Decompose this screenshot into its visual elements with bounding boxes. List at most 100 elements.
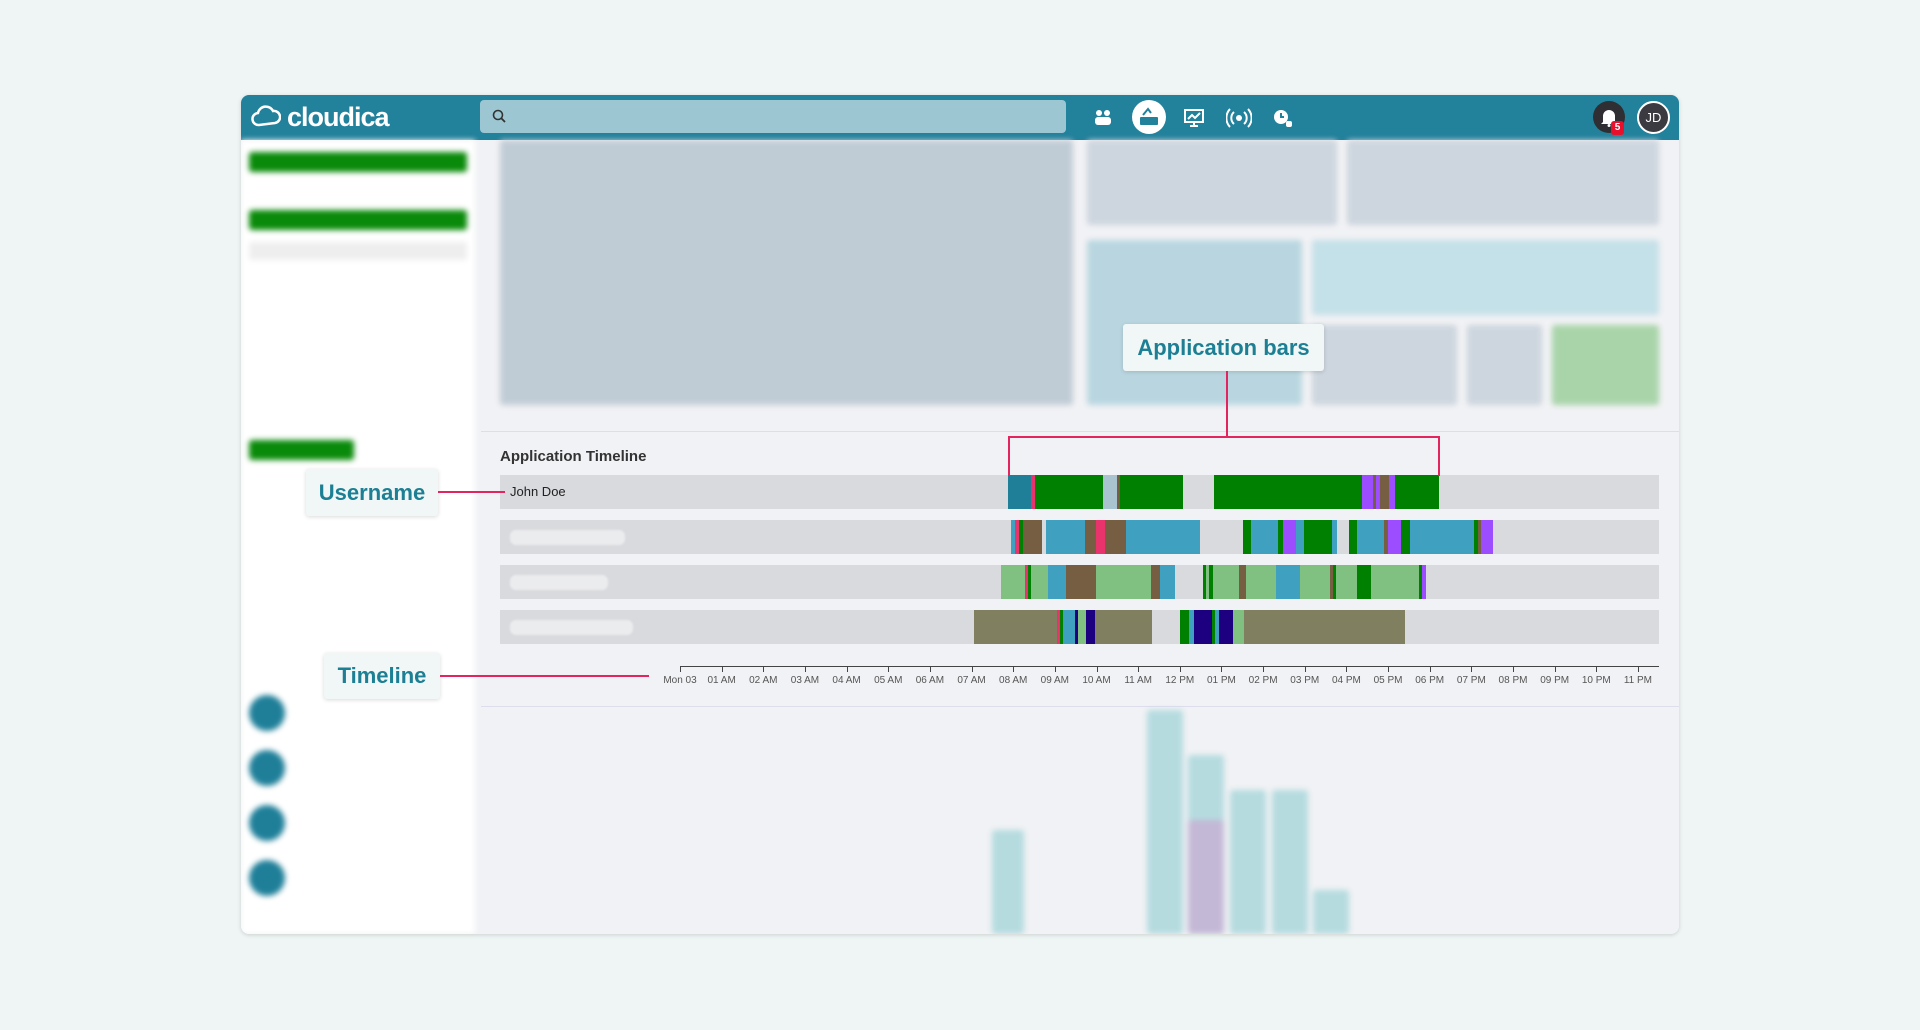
application-bar[interactable]	[1102, 475, 1117, 509]
application-bar[interactable]	[1212, 610, 1216, 644]
application-bar[interactable]	[1047, 565, 1066, 599]
application-bar[interactable]	[1125, 520, 1200, 554]
annotation-line	[438, 491, 505, 493]
application-bar[interactable]	[1418, 565, 1423, 599]
cloud-logo-icon	[251, 105, 281, 127]
application-bar[interactable]	[1063, 610, 1075, 644]
application-bar[interactable]	[1095, 610, 1153, 644]
application-bar[interactable]	[1277, 520, 1283, 554]
application-bar[interactable]	[1151, 565, 1160, 599]
application-bar[interactable]	[1481, 520, 1493, 554]
application-bar[interactable]	[1095, 565, 1152, 599]
axis-tick	[721, 666, 723, 672]
application-bar[interactable]	[1001, 565, 1025, 599]
application-bar[interactable]	[1401, 520, 1411, 554]
user-clock-icon[interactable]	[1269, 104, 1297, 132]
application-bar[interactable]	[1027, 565, 1031, 599]
application-bar[interactable]	[1202, 565, 1207, 599]
axis-tick	[1388, 666, 1390, 672]
application-bar[interactable]	[1388, 520, 1402, 554]
application-bar[interactable]	[1299, 565, 1330, 599]
application-bar[interactable]	[1035, 475, 1103, 509]
application-bar[interactable]	[1215, 610, 1219, 644]
search-input[interactable]	[480, 100, 1066, 133]
broadcast-icon[interactable]	[1225, 104, 1253, 132]
application-bar[interactable]	[1335, 565, 1357, 599]
keyboard-activity-icon[interactable]	[1132, 100, 1166, 134]
application-bar[interactable]	[1244, 610, 1405, 644]
application-bar[interactable]	[1213, 565, 1240, 599]
application-bar[interactable]	[1095, 520, 1105, 554]
application-bar[interactable]	[1356, 520, 1384, 554]
logo[interactable]: cloudica	[251, 101, 390, 133]
application-bar[interactable]	[1159, 565, 1175, 599]
monitor-chart-icon[interactable]	[1180, 104, 1208, 132]
application-bar[interactable]	[1030, 475, 1036, 509]
application-bar[interactable]	[1014, 520, 1020, 554]
application-bar[interactable]	[1331, 520, 1338, 554]
application-bar[interactable]	[1349, 520, 1357, 554]
application-bar[interactable]	[1116, 475, 1121, 509]
application-bar[interactable]	[1030, 565, 1048, 599]
application-bar[interactable]	[1275, 565, 1300, 599]
application-bar[interactable]	[1019, 520, 1023, 554]
application-bar[interactable]	[1232, 610, 1245, 644]
application-bar[interactable]	[1206, 565, 1209, 599]
username-blurred	[510, 575, 608, 590]
application-bar[interactable]	[1022, 520, 1043, 554]
application-bar[interactable]	[1389, 475, 1395, 509]
application-bar[interactable]	[1474, 520, 1478, 554]
application-bar[interactable]	[1380, 475, 1390, 509]
application-bar[interactable]	[1372, 475, 1377, 509]
application-bar[interactable]	[1246, 565, 1276, 599]
application-bar[interactable]	[1477, 520, 1482, 554]
search-icon	[492, 109, 506, 123]
application-bar[interactable]	[1370, 565, 1419, 599]
application-bar[interactable]	[1242, 520, 1252, 554]
application-bar[interactable]	[1193, 610, 1213, 644]
application-bar[interactable]	[1383, 520, 1389, 554]
axis-tick	[1054, 666, 1056, 672]
axis-tick	[1637, 666, 1639, 672]
application-bar[interactable]	[1213, 475, 1363, 509]
application-bar[interactable]	[1410, 520, 1475, 554]
application-bar[interactable]	[1065, 565, 1096, 599]
application-bar[interactable]	[1025, 565, 1028, 599]
application-bar[interactable]	[1045, 520, 1086, 554]
axis-label: 12 PM	[1165, 675, 1195, 686]
application-bar[interactable]	[1376, 475, 1381, 509]
application-bar[interactable]	[1104, 520, 1126, 554]
application-bar[interactable]	[1120, 475, 1183, 509]
application-bar[interactable]	[1329, 565, 1334, 599]
application-bar[interactable]	[1059, 610, 1064, 644]
application-bar[interactable]	[1333, 565, 1336, 599]
application-bar[interactable]	[1295, 520, 1305, 554]
application-bar[interactable]	[1208, 565, 1214, 599]
user-avatar[interactable]: JD	[1637, 101, 1670, 134]
application-bar[interactable]	[1251, 520, 1278, 554]
application-bar[interactable]	[1239, 565, 1247, 599]
axis-label: 03 PM	[1290, 675, 1320, 686]
application-bar[interactable]	[1086, 610, 1096, 644]
application-bar[interactable]	[1074, 610, 1079, 644]
application-bar[interactable]	[1085, 520, 1096, 554]
axis-label: 08 AM	[999, 675, 1028, 686]
application-bar[interactable]	[1282, 520, 1296, 554]
application-bar[interactable]	[1356, 565, 1371, 599]
application-bar[interactable]	[1011, 520, 1015, 554]
people-icon[interactable]	[1089, 104, 1117, 132]
application-bar[interactable]	[1179, 610, 1189, 644]
application-bar[interactable]	[1362, 475, 1373, 509]
notification-count-badge: 5	[1611, 121, 1624, 135]
application-bar[interactable]	[1218, 610, 1233, 644]
application-bar[interactable]	[1188, 610, 1194, 644]
application-bar[interactable]	[1394, 475, 1439, 509]
axis-label: 11 AM	[1124, 675, 1152, 686]
annotation-timeline: Timeline	[324, 653, 440, 699]
application-bar[interactable]	[974, 610, 1057, 644]
application-bar[interactable]	[1078, 610, 1087, 644]
application-bar[interactable]	[1304, 520, 1332, 554]
application-bar[interactable]	[1007, 475, 1031, 509]
application-bar[interactable]	[1422, 565, 1427, 599]
application-bar[interactable]	[1056, 610, 1060, 644]
